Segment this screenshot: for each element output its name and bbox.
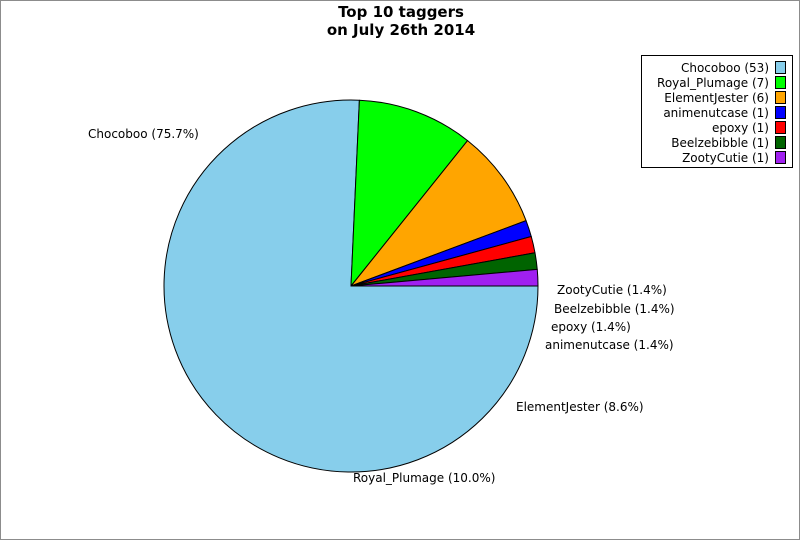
legend-item-chocoboo: Chocoboo (53) [681,60,786,75]
legend-item-animenutcase: animenutcase (1) [663,105,786,120]
pie-slice-royal-plumage [350,99,469,287]
legend-swatch [775,76,786,89]
slice-label-elementjester: ElementJester (8.6%) [516,400,644,414]
legend-label: ElementJester (6) [664,90,769,105]
slice-label-zootycutie: ZootyCutie (1.4%) [557,283,667,297]
legend-label: animenutcase (1) [663,105,769,120]
legend-swatch [775,136,786,149]
legend-item-epoxy: epoxy (1) [712,120,786,135]
legend-swatch [775,61,786,74]
chart-title: Top 10 taggers on July 26th 2014 [1,3,799,39]
legend-label: Chocoboo (53) [680,60,769,75]
slice-label-chocoboo: Chocoboo (75.7%) [88,127,199,141]
slice-label-epoxy: epoxy (1.4%) [551,320,631,334]
legend-label: Royal_Plumage (7) [657,75,769,90]
legend-item-elementjester: ElementJester (6) [664,90,786,105]
slice-label-animenutcase: animenutcase (1.4%) [545,338,674,352]
legend-swatch [775,151,786,164]
pie-slice-zootycutie [350,268,539,287]
legend-item-royal-plumage: Royal_Plumage (7) [657,75,786,90]
slice-label-royal-plumage: Royal_Plumage (10.0%) [353,471,495,485]
legend-swatch [775,121,786,134]
legend-swatch [775,91,786,104]
legend-label: Beelzebibble (1) [671,135,769,150]
legend-swatch [775,106,786,119]
pie-slice-elementjester [350,140,527,287]
pie-slice-labels: Chocoboo (75.7%) Royal_Plumage (10.0%) Ele… [88,127,675,485]
legend-label: ZootyCutie (1) [682,150,769,165]
slice-label-beelzebibble: Beelzebibble (1.4%) [554,302,675,316]
pie-slices [163,99,539,473]
legend-label: epoxy (1) [712,120,769,135]
legend-item-zootycutie: ZootyCutie (1) [682,150,786,165]
chart-title-line-2: on July 26th 2014 [326,21,476,39]
chart-title-line-1: Top 10 taggers [338,3,464,21]
legend-item-beelzebibble: Beelzebibble (1) [671,135,786,150]
legend: Chocoboo (53) Royal_Plumage (7) ElementJes… [641,55,793,168]
